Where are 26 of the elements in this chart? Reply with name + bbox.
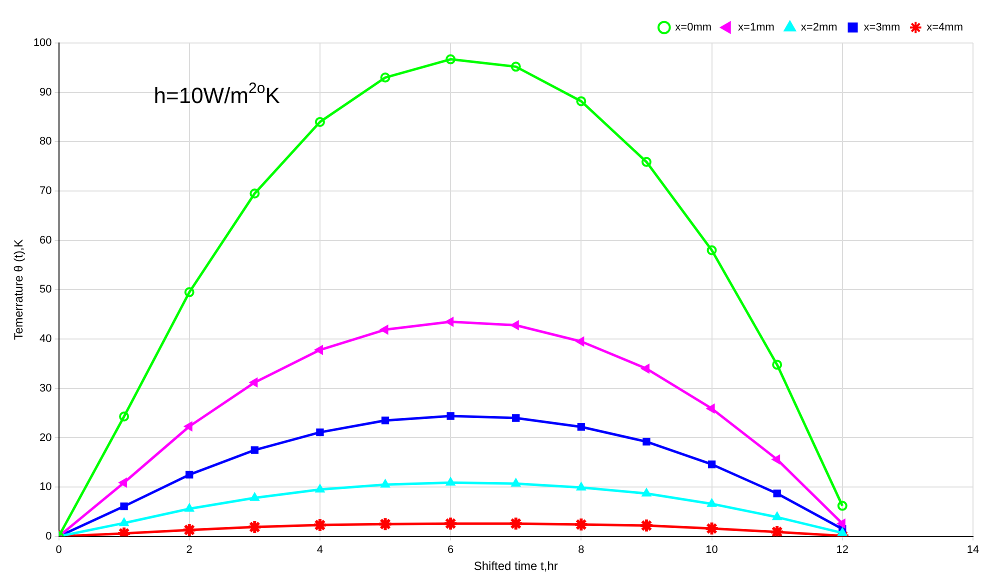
legend-label: x=1mm xyxy=(738,22,774,34)
y-tick-label: 100 xyxy=(33,37,52,50)
x-tick-label: 6 xyxy=(448,544,454,556)
legend-label: x=2mm xyxy=(800,22,838,34)
y-tick-label: 90 xyxy=(40,86,52,98)
y-tick-label: 30 xyxy=(40,382,52,394)
x-tick-label: 0 xyxy=(56,544,62,556)
x-tick-label: 10 xyxy=(706,544,718,556)
y-tick-label: 0 xyxy=(46,530,52,542)
y-tick-label: 70 xyxy=(40,185,52,198)
x-axis-title: Shifted time t,hr xyxy=(474,559,558,574)
y-tick-label: 40 xyxy=(40,333,52,346)
x-tick-label: 2 xyxy=(186,544,192,556)
x-tick-label: 14 xyxy=(966,544,980,556)
y-axis-title: Temerrature θ (t),K xyxy=(12,239,26,340)
y-tick-label: 60 xyxy=(40,234,52,246)
legend-label: x=4mm xyxy=(926,22,964,34)
legend-label: x=0mm xyxy=(675,22,712,34)
y-tick-label: 50 xyxy=(40,284,52,296)
x-tick-label: 8 xyxy=(578,544,584,556)
y-tick-label: 10 xyxy=(40,481,52,494)
legend-label: x=3mm xyxy=(864,22,900,34)
y-tick-label: 80 xyxy=(40,136,52,148)
x-tick-label: 12 xyxy=(836,544,849,556)
x-tick-label: 4 xyxy=(316,544,324,556)
y-tick-label: 20 xyxy=(40,432,52,444)
